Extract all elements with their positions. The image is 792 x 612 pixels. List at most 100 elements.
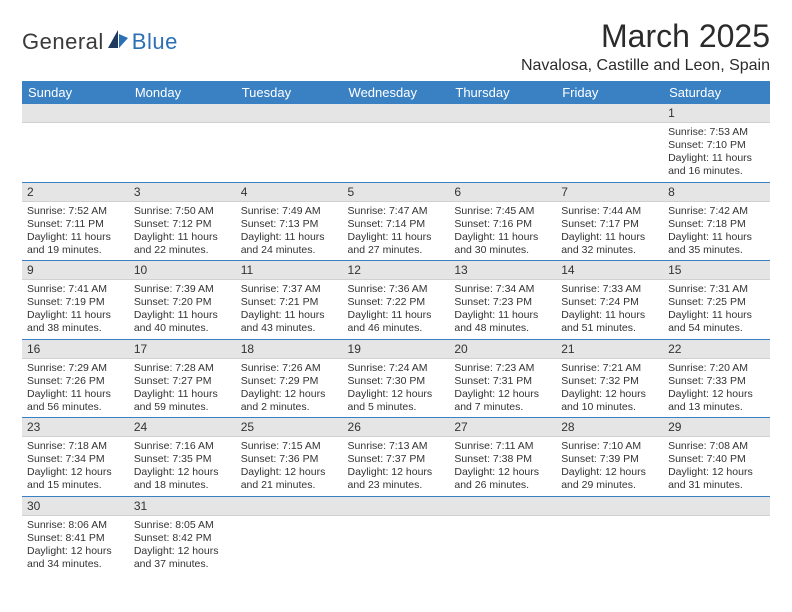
sunset-text: Sunset: 7:16 PM <box>454 218 551 231</box>
calendar-day-cell <box>236 104 343 182</box>
day-number: 18 <box>236 340 343 359</box>
daylight-text-1: Daylight: 11 hours <box>134 388 231 401</box>
sunset-text: Sunset: 7:40 PM <box>668 453 765 466</box>
sunset-text: Sunset: 8:41 PM <box>27 532 124 545</box>
day-number: 8 <box>663 183 770 202</box>
daylight-text-1: Daylight: 11 hours <box>454 309 551 322</box>
day-number: 14 <box>556 261 663 280</box>
day-body <box>22 123 129 173</box>
calendar-day-cell: 5Sunrise: 7:47 AMSunset: 7:14 PMDaylight… <box>343 182 450 261</box>
calendar-day-cell <box>343 496 450 574</box>
calendar-week-row: 1Sunrise: 7:53 AMSunset: 7:10 PMDaylight… <box>22 104 770 182</box>
sunset-text: Sunset: 7:31 PM <box>454 375 551 388</box>
day-number: 13 <box>449 261 556 280</box>
sunset-text: Sunset: 7:29 PM <box>241 375 338 388</box>
day-number: 12 <box>343 261 450 280</box>
daylight-text-1: Daylight: 12 hours <box>348 466 445 479</box>
day-body <box>556 123 663 173</box>
daylight-text-1: Daylight: 12 hours <box>561 466 658 479</box>
daylight-text-2: and 2 minutes. <box>241 401 338 414</box>
day-body <box>449 516 556 566</box>
daylight-text-2: and 24 minutes. <box>241 244 338 257</box>
sunset-text: Sunset: 7:24 PM <box>561 296 658 309</box>
day-number: 2 <box>22 183 129 202</box>
page-title: March 2025 <box>521 18 770 55</box>
daylight-text-2: and 15 minutes. <box>27 479 124 492</box>
sunset-text: Sunset: 7:35 PM <box>134 453 231 466</box>
sunrise-text: Sunrise: 8:05 AM <box>134 519 231 532</box>
daylight-text-1: Daylight: 11 hours <box>27 388 124 401</box>
sunrise-text: Sunrise: 7:16 AM <box>134 440 231 453</box>
day-body: Sunrise: 7:13 AMSunset: 7:37 PMDaylight:… <box>343 437 450 496</box>
day-body: Sunrise: 7:37 AMSunset: 7:21 PMDaylight:… <box>236 280 343 339</box>
day-number: 31 <box>129 497 236 516</box>
calendar-day-cell: 18Sunrise: 7:26 AMSunset: 7:29 PMDayligh… <box>236 339 343 418</box>
day-number: 24 <box>129 418 236 437</box>
weekday-header: Friday <box>556 81 663 104</box>
day-body: Sunrise: 7:33 AMSunset: 7:24 PMDaylight:… <box>556 280 663 339</box>
day-body: Sunrise: 7:52 AMSunset: 7:11 PMDaylight:… <box>22 202 129 261</box>
daylight-text-1: Daylight: 12 hours <box>241 388 338 401</box>
sunset-text: Sunset: 7:19 PM <box>27 296 124 309</box>
day-body: Sunrise: 7:36 AMSunset: 7:22 PMDaylight:… <box>343 280 450 339</box>
day-body <box>663 516 770 566</box>
day-body <box>236 516 343 566</box>
sunrise-text: Sunrise: 7:42 AM <box>668 205 765 218</box>
sunset-text: Sunset: 7:30 PM <box>348 375 445 388</box>
sunset-text: Sunset: 7:20 PM <box>134 296 231 309</box>
daylight-text-2: and 19 minutes. <box>27 244 124 257</box>
calendar-day-cell: 9Sunrise: 7:41 AMSunset: 7:19 PMDaylight… <box>22 261 129 340</box>
location-subtitle: Navalosa, Castille and Leon, Spain <box>521 57 770 75</box>
sunrise-text: Sunrise: 7:39 AM <box>134 283 231 296</box>
sunrise-text: Sunrise: 7:31 AM <box>668 283 765 296</box>
daylight-text-1: Daylight: 11 hours <box>668 309 765 322</box>
daylight-text-1: Daylight: 12 hours <box>27 545 124 558</box>
sunrise-text: Sunrise: 7:53 AM <box>668 126 765 139</box>
calendar-day-cell: 22Sunrise: 7:20 AMSunset: 7:33 PMDayligh… <box>663 339 770 418</box>
calendar-day-cell: 29Sunrise: 7:08 AMSunset: 7:40 PMDayligh… <box>663 418 770 497</box>
day-body: Sunrise: 7:44 AMSunset: 7:17 PMDaylight:… <box>556 202 663 261</box>
sunrise-text: Sunrise: 7:47 AM <box>348 205 445 218</box>
day-body: Sunrise: 7:24 AMSunset: 7:30 PMDaylight:… <box>343 359 450 418</box>
day-number: 19 <box>343 340 450 359</box>
brand-part1: General <box>22 29 104 55</box>
calendar-day-cell: 20Sunrise: 7:23 AMSunset: 7:31 PMDayligh… <box>449 339 556 418</box>
calendar-day-cell: 25Sunrise: 7:15 AMSunset: 7:36 PMDayligh… <box>236 418 343 497</box>
sunset-text: Sunset: 7:14 PM <box>348 218 445 231</box>
weekday-header: Sunday <box>22 81 129 104</box>
calendar-day-cell: 10Sunrise: 7:39 AMSunset: 7:20 PMDayligh… <box>129 261 236 340</box>
calendar-day-cell: 14Sunrise: 7:33 AMSunset: 7:24 PMDayligh… <box>556 261 663 340</box>
daylight-text-2: and 43 minutes. <box>241 322 338 335</box>
daylight-text-1: Daylight: 11 hours <box>561 309 658 322</box>
calendar-day-cell: 27Sunrise: 7:11 AMSunset: 7:38 PMDayligh… <box>449 418 556 497</box>
sunset-text: Sunset: 7:13 PM <box>241 218 338 231</box>
day-body: Sunrise: 7:49 AMSunset: 7:13 PMDaylight:… <box>236 202 343 261</box>
day-number: 7 <box>556 183 663 202</box>
sunrise-text: Sunrise: 7:50 AM <box>134 205 231 218</box>
sunset-text: Sunset: 7:17 PM <box>561 218 658 231</box>
calendar-day-cell <box>556 104 663 182</box>
brand-logo: General Blue <box>22 28 178 55</box>
day-number <box>343 497 450 516</box>
day-number: 28 <box>556 418 663 437</box>
sunrise-text: Sunrise: 7:15 AM <box>241 440 338 453</box>
daylight-text-2: and 26 minutes. <box>454 479 551 492</box>
day-number: 1 <box>663 104 770 123</box>
daylight-text-2: and 32 minutes. <box>561 244 658 257</box>
sunset-text: Sunset: 7:38 PM <box>454 453 551 466</box>
calendar-day-cell: 23Sunrise: 7:18 AMSunset: 7:34 PMDayligh… <box>22 418 129 497</box>
calendar-day-cell <box>449 496 556 574</box>
sunrise-text: Sunrise: 8:06 AM <box>27 519 124 532</box>
daylight-text-2: and 7 minutes. <box>454 401 551 414</box>
daylight-text-2: and 5 minutes. <box>348 401 445 414</box>
sunrise-text: Sunrise: 7:45 AM <box>454 205 551 218</box>
weekday-header: Wednesday <box>343 81 450 104</box>
day-body: Sunrise: 7:42 AMSunset: 7:18 PMDaylight:… <box>663 202 770 261</box>
day-number: 30 <box>22 497 129 516</box>
daylight-text-2: and 21 minutes. <box>241 479 338 492</box>
day-number <box>449 104 556 123</box>
sunset-text: Sunset: 7:18 PM <box>668 218 765 231</box>
sunset-text: Sunset: 7:25 PM <box>668 296 765 309</box>
daylight-text-2: and 22 minutes. <box>134 244 231 257</box>
daylight-text-2: and 23 minutes. <box>348 479 445 492</box>
